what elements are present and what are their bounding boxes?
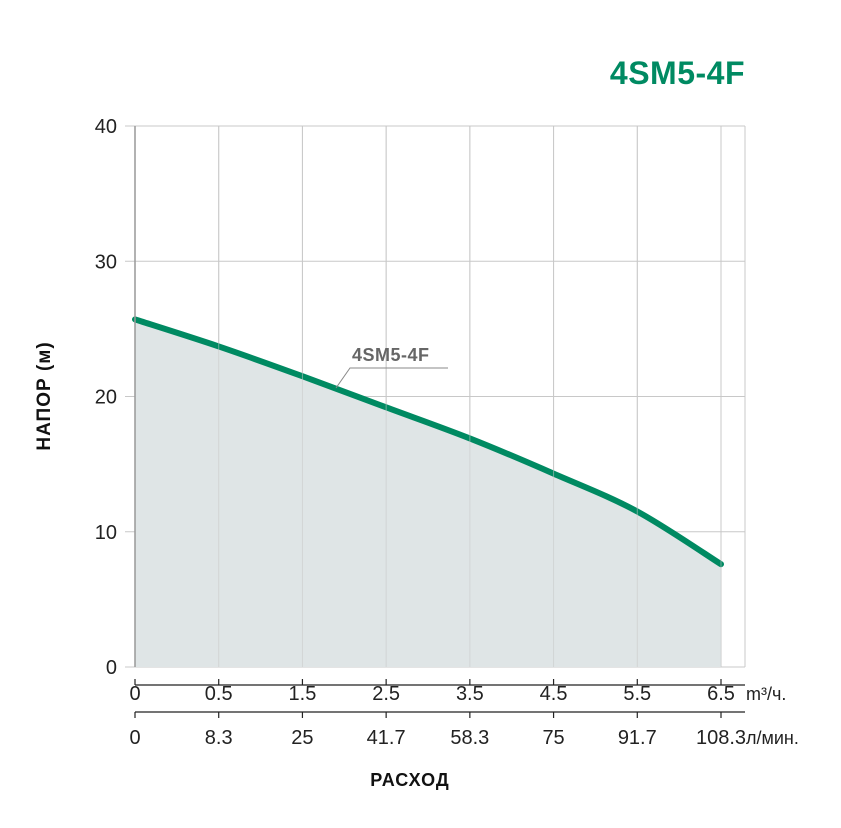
x-primary-tick-label: 4.5: [540, 683, 568, 705]
x-secondary-unit: л/мин.: [746, 728, 799, 748]
y-axis-label: НАПОР (м): [34, 341, 55, 450]
x-primary-tick-label: 1.5: [289, 683, 317, 705]
x-secondary-tick-label: 108.3: [696, 727, 746, 749]
axes: [134, 126, 745, 718]
x-secondary-tick-label: 41.7: [367, 727, 406, 749]
x-secondary-tick-label: 0: [129, 727, 140, 749]
curve-area-fill: [135, 319, 721, 667]
y-tick-label: 0: [106, 657, 117, 679]
x-secondary-tick-label: 91.7: [618, 727, 657, 749]
y-tick-label: 20: [95, 387, 117, 409]
y-tick-label: 40: [95, 116, 117, 138]
curve-label: 4SM5-4F: [352, 345, 430, 365]
x-primary-tick-label: 0: [129, 683, 140, 705]
tick-labels: 010203040000.58.31.5252.541.73.558.34.57…: [95, 116, 746, 749]
chart-title: 4SM5-4F: [610, 55, 745, 91]
series-line-4sm5-4f: [132, 316, 724, 568]
x-secondary-tick-label: 75: [542, 727, 564, 749]
x-primary-tick-label: 5.5: [623, 683, 651, 705]
x-primary-tick-label: 0.5: [205, 683, 233, 705]
x-primary-tick-label: 2.5: [372, 683, 400, 705]
x-primary-unit: m³/ч.: [746, 684, 786, 704]
x-secondary-tick-label: 58.3: [450, 727, 489, 749]
x-primary-tick-label: 3.5: [456, 683, 484, 705]
x-axis-label: РАСХОД: [370, 770, 449, 790]
y-tick-label: 10: [95, 522, 117, 544]
x-secondary-tick-label: 8.3: [205, 727, 233, 749]
curve-label-leader: [335, 367, 448, 389]
y-tick-label: 30: [95, 251, 117, 273]
x-primary-tick-label: 6.5: [707, 683, 735, 705]
x-secondary-tick-label: 25: [291, 727, 313, 749]
